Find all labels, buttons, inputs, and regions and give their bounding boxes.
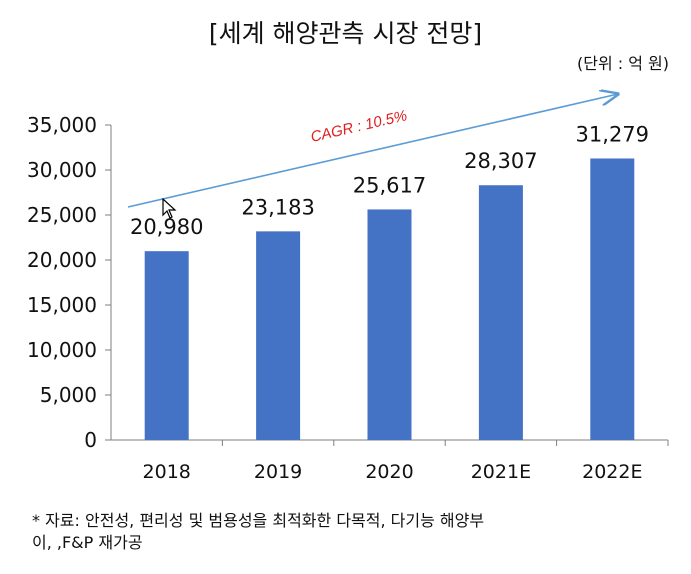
x-tick-label: 2022E: [582, 461, 642, 483]
chart-title: [세계 해양관측 시장 전망]: [208, 19, 483, 48]
y-tick-label: 35,000: [27, 113, 97, 137]
bar-2018: [144, 251, 189, 440]
data-label: 31,279: [576, 122, 649, 146]
source-line-2: 이, ,F&P 재가공: [32, 533, 143, 552]
data-label: 20,980: [130, 215, 203, 239]
x-tick-label: 2021E: [471, 461, 531, 483]
mouse-cursor-icon: [162, 198, 177, 219]
unit-label: (단위 : 억 원): [576, 54, 669, 73]
y-tick-label: 5,000: [40, 383, 97, 407]
x-tick-label: 2019: [254, 461, 302, 483]
data-label: 28,307: [464, 149, 537, 173]
y-tick-label: 30,000: [27, 158, 97, 182]
y-tick-label: 10,000: [27, 338, 97, 362]
y-tick-label: 15,000: [27, 293, 97, 317]
bar-2020: [367, 209, 412, 440]
bar-2019: [256, 231, 301, 440]
data-label: 25,617: [353, 173, 426, 197]
source-note: * 자료: 안전성, 편리성 및 범용성을 최적화한 다목적, 다기능 해양부 …: [32, 510, 652, 554]
data-label: 23,183: [241, 195, 314, 219]
x-tick-label: 2018: [143, 461, 191, 483]
cagr-arrow: [127, 94, 618, 208]
y-tick-label: 25,000: [27, 203, 97, 227]
cagr-annotation: CAGR : 10.5%: [309, 107, 409, 146]
bar-2022E: [590, 158, 635, 440]
y-tick-label: 20,000: [27, 248, 97, 272]
bar-2021E: [478, 185, 523, 440]
x-tick-label: 2020: [365, 461, 413, 483]
y-tick-label: 0: [84, 428, 97, 452]
source-line-1: * 자료: 안전성, 편리성 및 범용성을 최적화한 다목적, 다기능 해양부: [32, 511, 485, 530]
